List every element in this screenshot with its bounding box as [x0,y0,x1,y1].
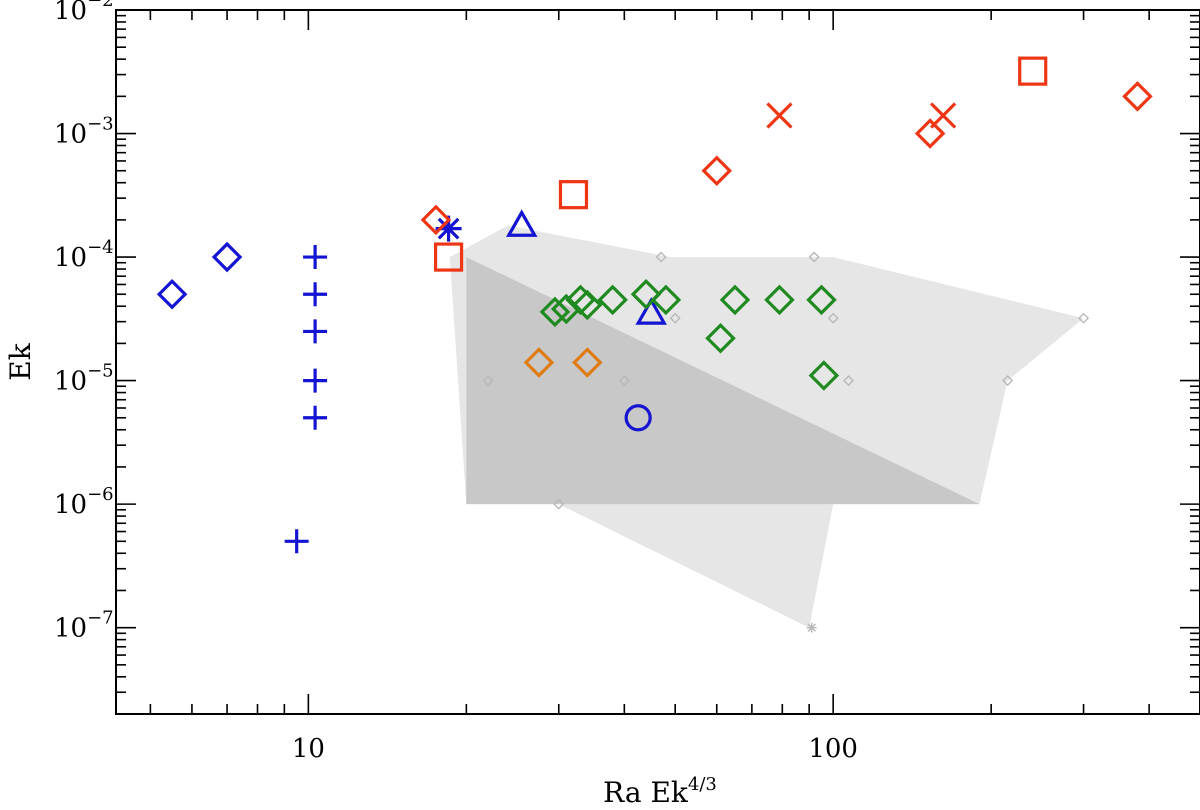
gray-diamonds-point [827,312,839,324]
gray-diamonds-point [553,498,565,510]
green-diamonds-point [806,284,837,316]
axis-ticks [116,9,1200,715]
green-diamonds-point [764,284,795,316]
red-diamonds-point [914,118,946,149]
green-diamonds-point [539,296,571,328]
green-diamonds-point [630,278,662,310]
y-tick-label: 10−3 [54,114,114,150]
gray-diamonds-point [843,375,855,387]
gray-diamonds-point [655,251,667,263]
blue-plus-point [303,368,328,393]
gray-diamonds-point [482,375,494,387]
orange-diamonds-point [523,347,555,378]
y-tick-label: 10−4 [54,237,114,273]
x-axis-title-exponent: 4/3 [688,774,717,795]
red-diamonds-point [701,155,733,186]
y-tick-label: 10−2 [54,0,114,26]
y-tick-label: 10−7 [54,608,114,644]
gray-asterisk-point [806,622,817,633]
gray-diamonds-point [1078,312,1090,324]
blue-triangles-point [635,297,667,325]
blue-asterisk-point [435,215,462,242]
blue-plus-point [303,405,328,430]
x-axis-title: Ra Ek4/3 [603,774,717,809]
blue-plus-point [303,282,328,307]
shaded-regions [449,225,1084,628]
y-tick-label: 10−6 [54,484,114,520]
blue-diamonds-point [211,241,243,273]
blue-circle-point [624,404,652,432]
red-squares-point [558,180,589,210]
red-squares-point [433,242,464,272]
red-squares-point [1018,56,1048,86]
green-diamonds-point [597,284,628,316]
gray-diamonds-point [618,375,630,387]
orange-diamonds-point [572,347,603,378]
blue-diamonds-point [156,278,188,310]
plot-frame [115,9,1200,715]
green-diamonds-point [650,284,682,316]
green-diamonds-point [808,360,840,391]
blue-plus-point [303,245,328,270]
tick-labels: 10 100 10−7 10−6 10−5 10−4 10−3 10−2 [54,0,858,764]
green-diamonds-point [572,289,603,321]
gray-diamonds-point [1002,375,1014,387]
y-axis-title: Ek [4,342,37,380]
gray-diamonds-point [669,312,681,324]
green-diamonds-point [719,284,751,316]
red-diamonds-point [1122,81,1153,112]
gray-diamonds-point [808,251,820,263]
blue-plus-point [284,529,309,554]
blue-plus-point [303,319,328,344]
green-diamonds-point [705,323,736,354]
red-diamonds-point [420,204,452,236]
red-crosses-point [766,102,793,129]
dark-region [466,257,980,505]
y-tick-label: 10−5 [54,361,114,397]
x-tick-label: 100 [808,734,858,764]
red-crosses-point [929,102,957,129]
x-axis-title-text: Ra Ek [603,776,689,809]
x-tick-label: 10 [292,734,325,764]
data-markers [156,56,1153,633]
blue-triangles-point [505,209,538,237]
